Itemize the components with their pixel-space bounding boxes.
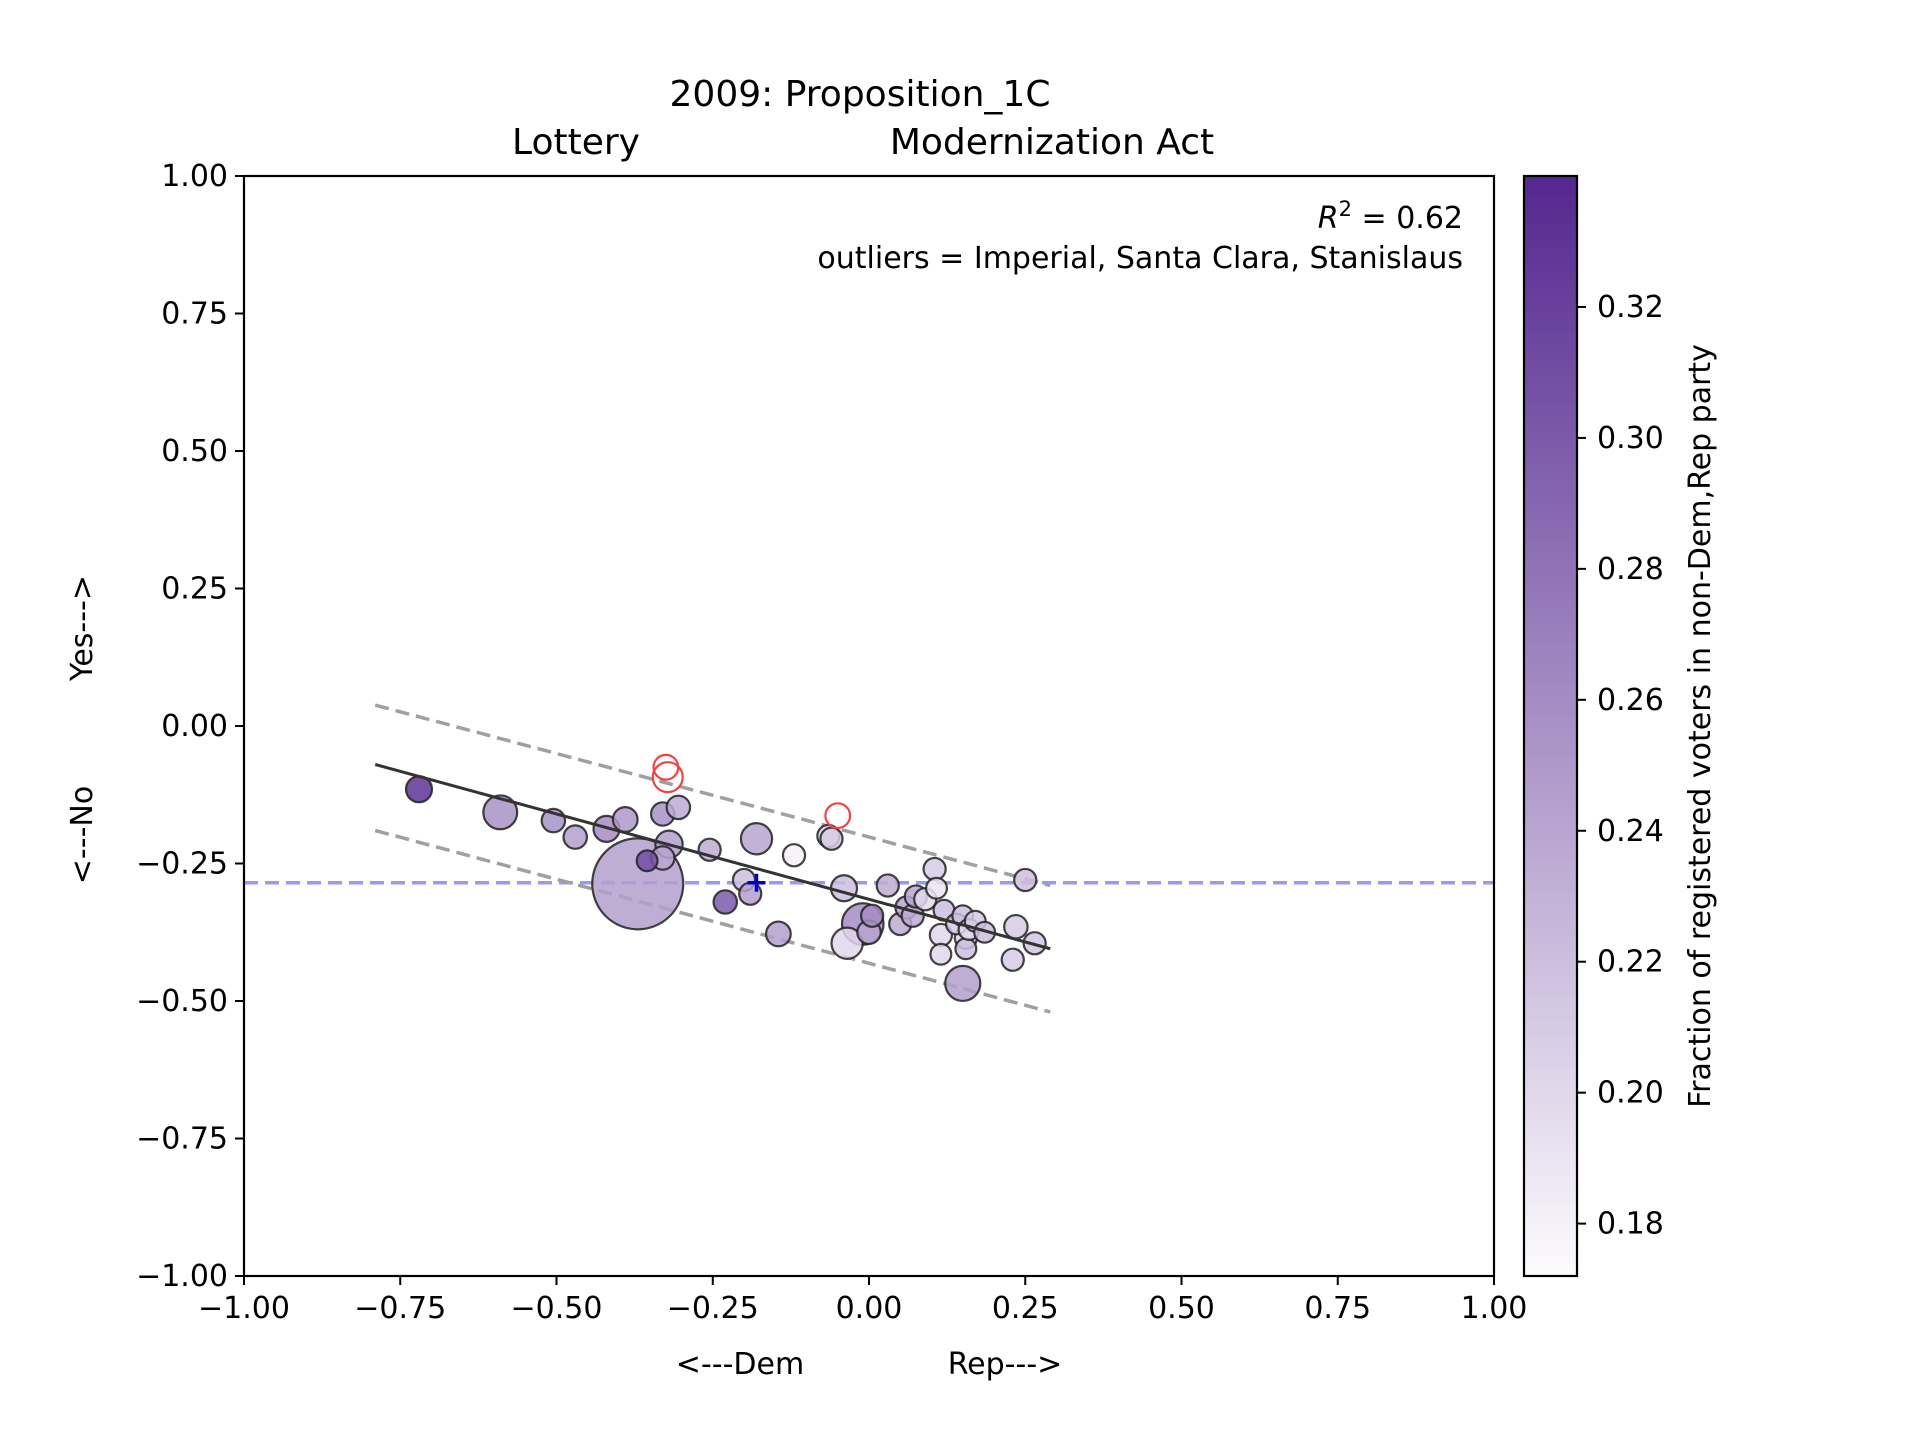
data-point <box>929 942 953 966</box>
x-tick-label: 0.25 <box>992 1291 1059 1326</box>
x-tick-label: 0.75 <box>1304 1291 1371 1326</box>
data-point <box>665 794 692 821</box>
y-tick-label: −0.75 <box>136 1122 228 1157</box>
colorbar-tick-label: 0.20 <box>1597 1076 1664 1111</box>
colorbar <box>1522 174 1579 1278</box>
lower-band-line <box>374 828 1051 1014</box>
data-point <box>954 937 978 961</box>
colorbar-ticks: 0.18 0.20 0.22 0.24 0.26 0.28 0.30 0.32 <box>1577 290 1664 1242</box>
data-point <box>739 822 774 856</box>
data-point <box>829 874 859 903</box>
y-tick-label: 0.25 <box>161 572 228 607</box>
chart-title: 2009: Proposition_1C <box>670 74 1051 115</box>
reference-lines <box>244 703 1494 1014</box>
scatter-points <box>374 753 1051 1003</box>
data-point <box>635 849 659 873</box>
outlier-point <box>824 802 852 830</box>
x-axis-label-dem: <---Dem <box>676 1347 804 1382</box>
x-tick-label: 1.00 <box>1461 1291 1528 1326</box>
data-point <box>1003 913 1029 940</box>
y-tick-label: 1.00 <box>161 159 228 194</box>
data-point <box>922 856 947 882</box>
data-point <box>482 794 519 831</box>
y-axis-label-no: <---No <box>65 786 100 884</box>
x-axis-label-rep: Rep---> <box>948 1347 1063 1382</box>
colorbar-tick-label: 0.18 <box>1597 1207 1664 1242</box>
y-tick-label: −1.00 <box>136 1259 228 1294</box>
colorbar-tick-label: 0.22 <box>1597 945 1664 980</box>
y-tick-label: 0.00 <box>161 709 228 744</box>
colorbar-tick-label: 0.24 <box>1597 814 1664 849</box>
y-tick-label: −0.25 <box>136 847 228 882</box>
colorbar-tick-label: 0.28 <box>1597 552 1664 587</box>
data-point <box>1000 947 1025 972</box>
x-tick-label: −1.00 <box>198 1291 290 1326</box>
data-point <box>944 964 982 1003</box>
x-tick-label: −0.25 <box>667 1291 759 1326</box>
data-point <box>781 843 807 868</box>
y-tick-label: 0.50 <box>161 434 228 469</box>
x-tick-label: 0.00 <box>836 1291 903 1326</box>
r-squared-annotation: R2 = 0.62 <box>1318 197 1463 236</box>
colorbar-label: Fraction of registered voters in non-Dem… <box>1683 344 1718 1108</box>
plot-frame <box>242 174 1496 1278</box>
data-point <box>819 826 844 851</box>
y-axis-label-yes: Yes---> <box>65 575 100 682</box>
upper-band-line <box>374 703 1051 888</box>
y-tick-label: 0.75 <box>161 297 228 332</box>
chart-subtitle-right: Modernization Act <box>890 122 1214 163</box>
data-point <box>924 876 948 900</box>
data-point <box>875 873 900 898</box>
colorbar-tick-label: 0.30 <box>1597 421 1664 456</box>
outliers-annotation: outliers = Imperial, Santa Clara, Stanis… <box>817 241 1463 276</box>
data-point <box>611 806 639 833</box>
data-point <box>712 889 739 915</box>
regression-line <box>374 763 1051 951</box>
x-tick-label: 0.50 <box>1148 1291 1215 1326</box>
y-tick-label: −0.50 <box>136 984 228 1019</box>
colorbar-tick-label: 0.26 <box>1597 683 1664 718</box>
data-point <box>562 824 589 850</box>
chart-subtitle-left: Lottery <box>512 122 640 163</box>
x-tick-label: −0.75 <box>354 1291 446 1326</box>
x-tick-label: −0.50 <box>511 1291 603 1326</box>
data-point <box>1013 867 1038 893</box>
axis-ticks: −1.00 −0.75 −0.50 −0.25 0.00 0.25 0.50 0.75 1.00… <box>136 159 1527 1326</box>
data-point <box>764 920 792 948</box>
outlier-point <box>651 761 684 794</box>
colorbar-tick-label: 0.32 <box>1597 290 1664 325</box>
data-point <box>859 903 885 928</box>
